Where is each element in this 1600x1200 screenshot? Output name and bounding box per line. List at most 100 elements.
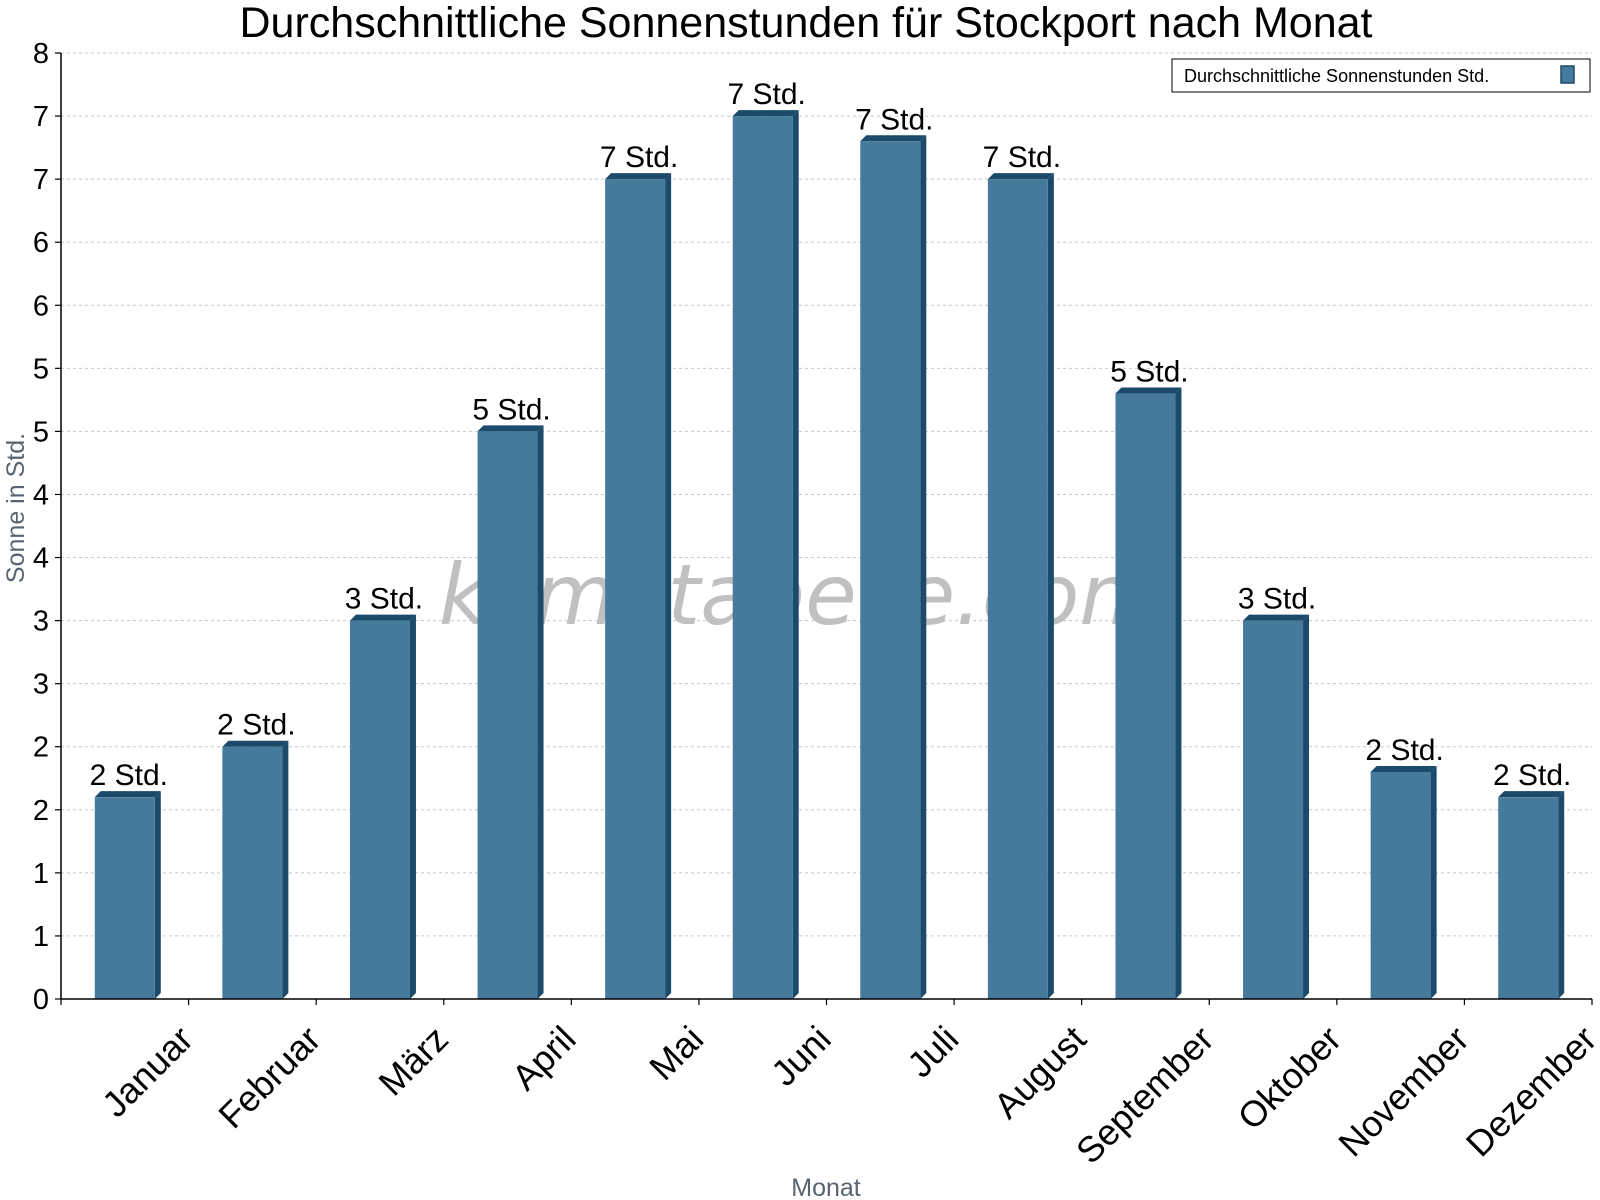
axes: [55, 52, 1593, 1005]
bar-side: [1558, 791, 1565, 999]
bar-top: [222, 740, 289, 747]
bar-side: [1303, 614, 1310, 999]
data-label: 5 Std.: [1110, 356, 1188, 389]
x-tick-label: September: [1068, 1018, 1222, 1172]
x-tick-labels: Januar Februar März April Mai Juni Juli AugustS…: [94, 1018, 1600, 1172]
bar-6: [732, 110, 799, 1000]
y-tick-label: 1: [33, 921, 49, 953]
y-tick-label: 5: [33, 416, 49, 448]
bar-side: [1047, 173, 1054, 1000]
x-tick-label: Juli: [899, 1018, 966, 1085]
bar-side: [1175, 387, 1182, 999]
bar-5: [605, 173, 672, 1000]
bar-top: [987, 173, 1054, 180]
x-tick-label: Mai: [641, 1018, 711, 1088]
y-tick-label: 4: [33, 479, 49, 511]
y-tick-label: 7: [33, 164, 49, 196]
bar-top: [1243, 614, 1310, 621]
x-tick-label: Dezember: [1458, 1018, 1600, 1164]
data-label: 7 Std.: [855, 103, 933, 136]
bar-front: [222, 746, 283, 999]
legend-box: [1171, 58, 1591, 93]
data-label: 2 Std.: [90, 759, 168, 792]
bar-front: [1115, 393, 1176, 999]
bar-front: [94, 797, 155, 999]
bar-front: [477, 431, 538, 999]
data-label: 7 Std.: [983, 141, 1061, 174]
bar-9: [1115, 387, 1182, 999]
bar-top: [94, 791, 161, 798]
bar-front: [1243, 620, 1304, 999]
bar-top: [1370, 765, 1437, 772]
y-tick-labels: 0 1 1 2 2 3 3 4 4 5 5 6 6 7 7 8: [33, 38, 49, 1016]
y-tick-label: 3: [33, 669, 49, 701]
y-tick-label: 6: [33, 227, 49, 259]
legend-swatch: [1560, 65, 1575, 84]
bar-2: [222, 740, 289, 999]
bar-1: [94, 791, 161, 999]
bar-side: [792, 110, 799, 1000]
legend-label: Durchschnittliche Sonnenstunden Std.: [1184, 66, 1489, 86]
data-label: 7 Std.: [600, 141, 678, 174]
bar-top: [1498, 791, 1565, 798]
bar-top: [732, 110, 799, 117]
data-label: 3 Std.: [345, 583, 423, 616]
bar-side: [665, 173, 672, 1000]
x-tick-label: März: [370, 1018, 456, 1104]
bar-top: [477, 425, 544, 432]
bar-top: [860, 135, 927, 142]
y-tick-label: 0: [33, 984, 49, 1016]
x-tick-label: November: [1330, 1018, 1476, 1164]
data-label: 2 Std.: [1365, 734, 1443, 767]
y-axis-label: Sonne in Std.: [2, 433, 30, 583]
x-tick-label: Januar: [94, 1018, 201, 1125]
bar-4: [477, 425, 544, 999]
y-tick-label: 7: [33, 101, 49, 133]
bar-side: [1430, 765, 1437, 999]
y-tick-label: 3: [33, 606, 49, 638]
data-label: 3 Std.: [1238, 583, 1316, 616]
bar-front: [860, 141, 921, 999]
bar-front: [987, 179, 1048, 1000]
data-label: 2 Std.: [217, 709, 295, 742]
y-tick-label: 6: [33, 290, 49, 322]
y-tick-label: 8: [33, 38, 49, 70]
y-tick-label: 2: [33, 795, 49, 827]
data-label: 7 Std.: [728, 78, 806, 111]
x-tick-label: April: [504, 1018, 584, 1098]
bar-side: [537, 425, 544, 999]
data-label: 2 Std.: [1493, 759, 1571, 792]
bar-3: [349, 614, 416, 999]
x-tick-label: August: [986, 1018, 1094, 1126]
bars: [94, 110, 1565, 1000]
y-tick-label: 1: [33, 858, 49, 890]
bar-8: [987, 173, 1054, 1000]
bar-side: [154, 791, 161, 999]
x-axis-label: Monat: [791, 1174, 861, 1200]
grid-lines: [61, 52, 1592, 937]
y-tick-label: 5: [33, 353, 49, 385]
x-tick-label: Oktober: [1230, 1018, 1350, 1138]
data-labels: 2 Std. 2 Std. 3 Std. 5 Std. 7 Std. 7 Std. 7 St…: [90, 78, 1572, 792]
y-tick-label: 4: [33, 543, 49, 575]
x-tick-label: Februar: [210, 1018, 328, 1136]
bar-side: [920, 135, 927, 999]
bar-top: [1115, 387, 1182, 394]
bar-side: [282, 740, 289, 999]
x-tick-label: Juni: [763, 1018, 839, 1094]
bar-10: [1243, 614, 1310, 999]
bar-7: [860, 135, 927, 999]
y-tick-label: 2: [33, 732, 49, 764]
chart-title: Durchschnittliche Sonnenstunden für Stoc…: [240, 0, 1373, 47]
legend: Durchschnittliche Sonnenstunden Std.: [1171, 58, 1591, 93]
data-label: 5 Std.: [472, 393, 550, 426]
bar-12: [1498, 791, 1565, 999]
bar-front: [1498, 797, 1559, 999]
bar-front: [1370, 771, 1431, 999]
bar-front: [605, 179, 666, 1000]
bar-top: [605, 173, 672, 180]
bar-11: [1370, 765, 1437, 999]
bar-front: [732, 116, 793, 1000]
bar-side: [409, 614, 416, 999]
